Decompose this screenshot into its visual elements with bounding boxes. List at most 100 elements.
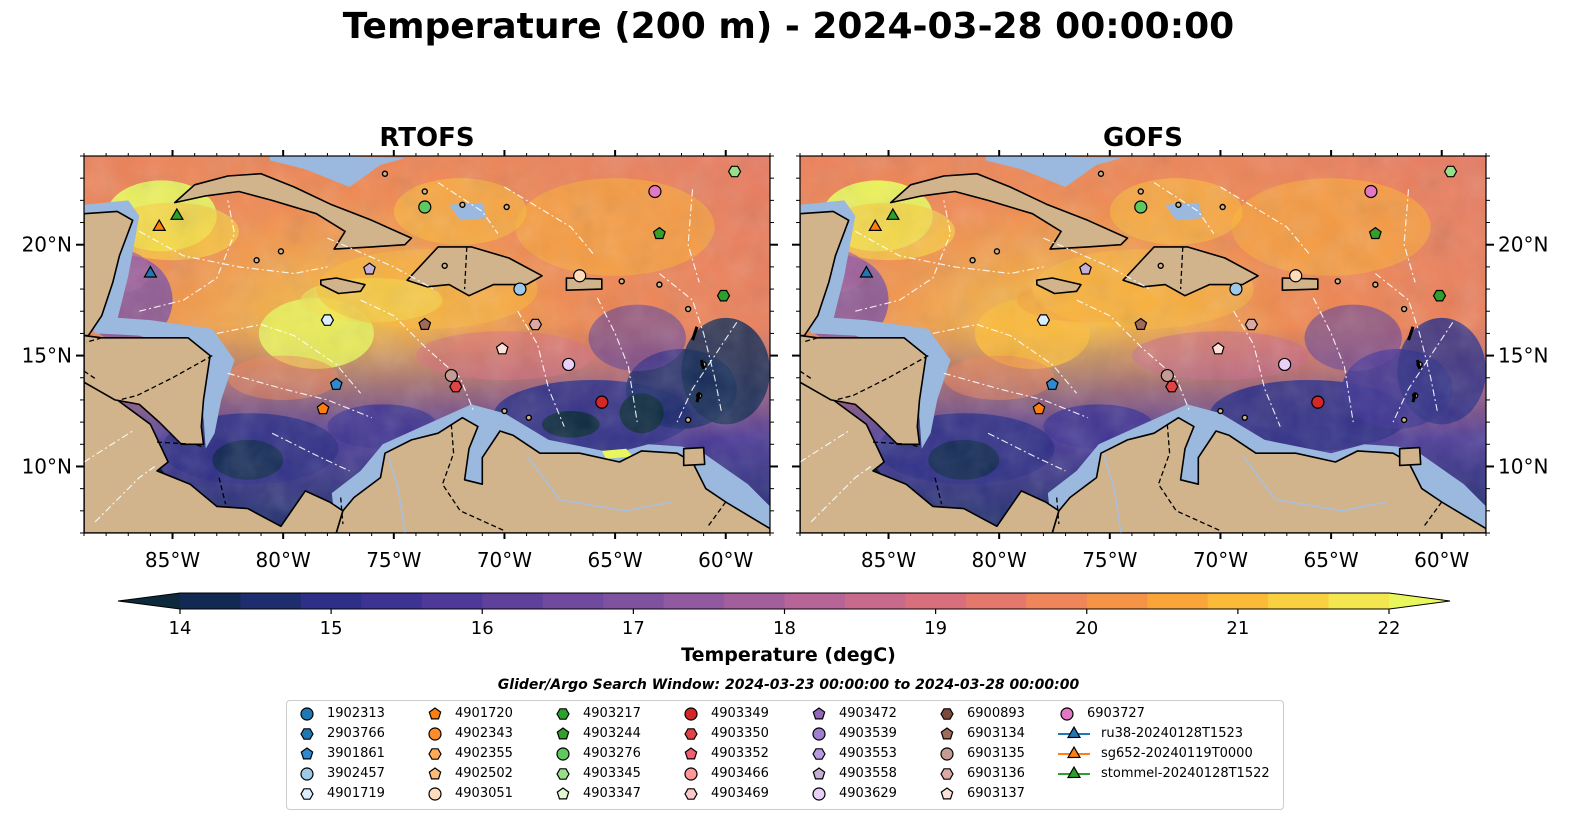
legend-label: 4903051 [455,786,513,801]
legend-marker [428,767,442,780]
marker-4903217 [1432,289,1447,302]
marker-4903629 [1278,357,1292,372]
legend-marker-4903466 [684,767,698,781]
marker-4903558 [363,262,376,275]
marker-4901719 [320,314,335,326]
map-panels: RTOFS 85°W 80°W 75°W 70°W 65°W 60°W 20°N 15°N 10°… [22,123,1549,572]
colorbar-tick-label: 16 [471,618,494,639]
legend-marker [684,747,698,760]
legend-marker [812,748,826,760]
marker-3902457 [513,282,527,296]
legend-label: 4903469 [711,786,769,801]
marker-stommel-20240128T1522 [885,207,900,220]
x-tick-label: 60°W [698,548,753,572]
land-yucatan [84,210,134,337]
legend-marker [940,727,954,740]
legend-marker [940,708,954,720]
colorbar-tick-label: 17 [622,618,645,639]
marker-4903051 [1289,269,1303,283]
legend-marker [300,707,314,721]
legend-marker-6903136 [940,768,954,780]
marker-4903558 [1079,262,1092,275]
marker-6903135 [444,368,458,383]
legend-marker [812,707,826,720]
legend-label: 3902457 [327,766,385,781]
colorbar-tick-label: 19 [924,618,947,639]
colorbar-tick-label: 22 [1378,618,1401,639]
colorbar-tick-label: 20 [1075,618,1098,639]
land-trinidad [1398,446,1422,467]
marker-4903349 [1311,395,1325,409]
legend-label: 6903135 [967,746,1025,761]
legend-marker [812,727,826,741]
legend-label: 4903347 [583,786,641,801]
colorbar-bin [1086,593,1148,609]
legend-marker-1902313 [300,707,314,721]
legend-marker [940,747,954,761]
land-hispaniola [1122,246,1259,297]
legend-marker-3901861 [300,747,314,760]
marker-4903051 [573,269,587,283]
land-jamaica [320,277,366,295]
legend-marker-4903539 [812,727,826,741]
marker-3902457 [1229,282,1243,296]
marker-ru38-20240128T1523 [859,265,874,278]
legend-label: stommel-20240128T1522 [1101,766,1270,781]
marker-6903136 [1244,318,1259,331]
colorbar-bin [905,593,967,609]
legend-label: 4902355 [455,746,513,761]
legend-marker [300,728,314,740]
legend-label: 6903137 [967,786,1025,801]
colorbar-bin [965,593,1027,609]
land-puertorico [1281,277,1319,291]
map-frame [83,155,771,534]
x-tick-label: 75°W [366,548,421,572]
legend-label: 4903276 [583,746,641,761]
marker-4903276 [1134,200,1148,214]
map-area [84,156,770,533]
x-tick-label: 70°W [477,548,532,572]
colorbar-bin [1026,593,1088,609]
colorbar-bin [1328,593,1390,609]
legend-marker-4903349 [684,707,698,721]
y-tick-label: 10°N [1498,454,1548,478]
panel-title: GOFS [1103,123,1183,153]
marker-3901861 [329,377,343,390]
marker-4903217 [716,289,731,302]
legend-marker-6903137 [940,787,954,800]
marker-4903276 [418,200,432,214]
legend-marker-4903469 [684,788,698,800]
legend-marker [684,707,698,721]
y-tick-label: 15°N [1498,344,1548,368]
y-tick-label: 15°N [22,344,72,368]
marker-4903345 [1443,165,1458,178]
x-tick-label: 70°W [1193,548,1248,572]
marker-4903350 [449,380,463,393]
legend-marker-4903244 [556,727,570,740]
colorbar-bin [844,593,906,609]
legend-marker [428,748,442,760]
legend-label: 4903217 [583,706,641,721]
marker-4903350 [1165,380,1179,393]
marker-stommel-20240128T1522 [169,207,184,220]
colorbar-bin [300,593,362,609]
legend-marker [684,788,698,800]
marker-4901720 [316,402,330,415]
x-tick-label: 85°W [861,548,916,572]
marker-4903244 [1368,226,1382,240]
legend-label: 3901861 [327,746,385,761]
land-yucatan [800,210,850,337]
legend-marker-4902343 [428,727,442,741]
colorbar: 14 15 16 17 18 19 20 21 22 [117,592,1451,639]
legend-marker-4901719 [300,788,314,800]
legend: 1902313 2903766 3901861 3902457 4901719 49017… [286,700,1284,810]
legend-marker-2903766 [300,728,314,740]
legend-marker [428,727,442,741]
legend-marker-4903629 [812,787,826,801]
colorbar-tick-label: 15 [320,618,343,639]
legend-label: 4901719 [327,786,385,801]
legend-marker-4903051 [428,787,442,801]
legend-label: 6903134 [967,726,1025,741]
x-tick-label: 85°W [145,548,200,572]
legend-marker [684,728,698,740]
